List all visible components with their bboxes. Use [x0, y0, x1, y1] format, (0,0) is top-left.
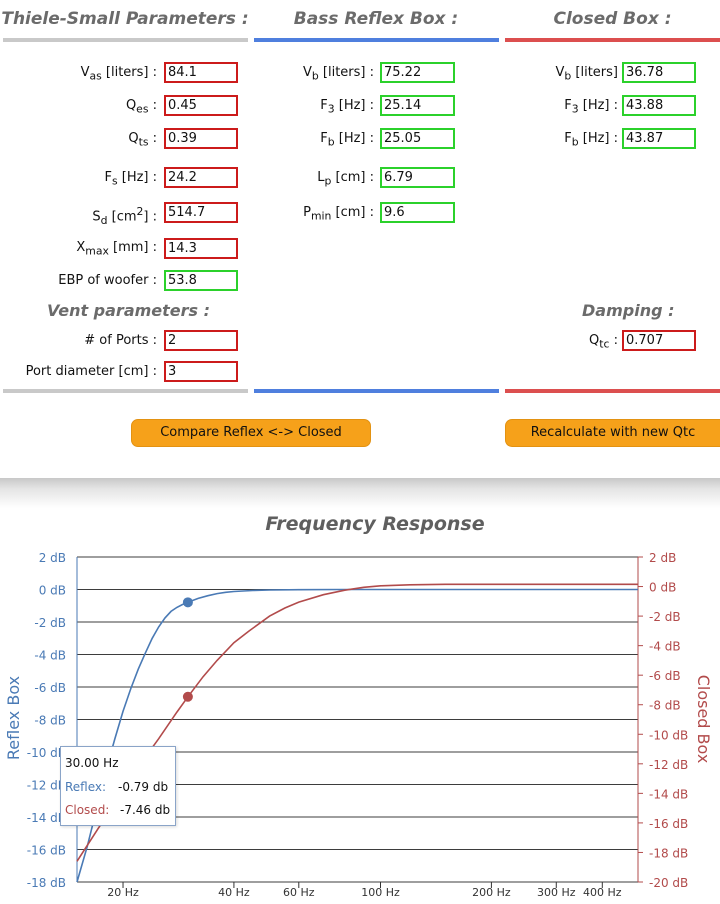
chart-title: Frequency Response: [265, 513, 485, 535]
compare-button[interactable]: Compare Reflex <-> Closed: [131, 419, 371, 447]
fs-input[interactable]: [164, 167, 238, 188]
reflex-series-line: [76, 588, 638, 883]
x-tick-label: 40 Hz: [218, 886, 250, 899]
sd-label: Sd [cm2] :: [92, 205, 157, 227]
chart-tooltip: 30.00 Hz Reflex: -0.79 db Closed: -7.46 …: [60, 746, 176, 826]
reflex-pmin-label: Pmin [cm] :: [303, 205, 374, 223]
closed-fb-output: [622, 128, 696, 149]
closed-f3-label: F3 [Hz] :: [564, 98, 618, 116]
closed-marker: [182, 691, 193, 702]
reflex-bottom-divider: [254, 389, 499, 393]
xmax-label: Xmax [mm] :: [76, 240, 157, 258]
panel-shadow: [0, 478, 720, 508]
x-tick-label: 200 Hz: [472, 886, 511, 899]
right-tick-label: -20 dB: [649, 876, 688, 890]
ebp-label: EBP of woofer :: [58, 273, 157, 288]
recalculate-button[interactable]: Recalculate with new Qtc: [505, 419, 720, 447]
left-tick-label: -2 dB: [34, 616, 66, 630]
x-tick-label: 20 Hz: [107, 886, 139, 899]
right-tick-label: -2 dB: [649, 610, 681, 624]
right-tick-label: -8 dB: [649, 699, 681, 713]
closed-section-title: Closed Box :: [553, 9, 672, 29]
x-tick-label: 100 Hz: [361, 886, 400, 899]
left-axis-label: Reflex Box: [4, 676, 23, 760]
ts-section-title: Thiele-Small Parameters :: [1, 9, 249, 29]
xmax-input[interactable]: [164, 238, 238, 259]
tooltip-closed-value: -7.46 db: [120, 803, 171, 817]
left-tick-label: 0 dB: [39, 584, 66, 598]
qtc-label: Qtc :: [589, 333, 618, 351]
right-tick-label: -4 dB: [649, 640, 681, 654]
qtc-input[interactable]: [622, 330, 696, 351]
reflex-lp-label: Lp [cm] :: [317, 170, 374, 188]
reflex-marker: [182, 597, 193, 608]
ts-bottom-divider: [3, 389, 248, 393]
reflex-fb-output: [380, 128, 455, 149]
qts-label: Qts :: [128, 131, 157, 149]
closed-f3-output: [622, 95, 696, 116]
left-tick-label: -4 dB: [34, 649, 66, 663]
tooltip-reflex-label: Reflex:: [65, 780, 107, 794]
left-tick-label: -16 dB: [27, 844, 66, 858]
port-diameter-label: Port diameter [cm] :: [25, 364, 157, 379]
right-tick-label: -18 dB: [649, 846, 688, 860]
x-tick-label: 300 Hz: [537, 886, 576, 899]
ports-label: # of Ports :: [84, 333, 157, 348]
right-tick-label: 0 dB: [649, 581, 676, 595]
fs-label: Fs [Hz] :: [104, 170, 157, 188]
right-tick-label: -6 dB: [649, 669, 681, 683]
tooltip-frequency: 30.00 Hz: [65, 756, 119, 770]
left-tick-label: -6 dB: [34, 681, 66, 695]
closed-bottom-divider: [505, 389, 720, 393]
vas-input[interactable]: [164, 62, 238, 83]
x-tick-label: 60 Hz: [283, 886, 315, 899]
reflex-vb-output: [380, 62, 455, 83]
reflex-section-title: Bass Reflex Box :: [293, 9, 459, 29]
closed-vb-output: [622, 62, 696, 83]
right-tick-label: -16 dB: [649, 817, 688, 831]
x-tick-label: 400 Hz: [583, 886, 622, 899]
left-tick-label: 2 dB: [39, 551, 66, 565]
qts-input[interactable]: [164, 128, 238, 149]
closed-fb-label: Fb [Hz] :: [564, 131, 618, 149]
reflex-f3-label: F3 [Hz] :: [320, 98, 374, 116]
vas-label: Vas [liters] :: [80, 65, 157, 83]
left-tick-label: -18 dB: [27, 876, 66, 890]
right-tick-label: -12 dB: [649, 758, 688, 772]
qes-label: Qes :: [125, 98, 157, 116]
left-tick-label: -8 dB: [34, 714, 66, 728]
port-diameter-input[interactable]: [164, 361, 238, 382]
reflex-divider: [254, 38, 499, 42]
ports-input[interactable]: [164, 330, 238, 351]
qes-input[interactable]: [164, 95, 238, 116]
reflex-fb-label: Fb [Hz] :: [320, 131, 374, 149]
closed-vb-label: Vb [liters]: [555, 65, 619, 83]
reflex-pmin-output: [380, 202, 455, 223]
reflex-f3-output: [380, 95, 455, 116]
damping-section-title: Damping :: [582, 301, 675, 320]
sd-input[interactable]: [164, 202, 238, 223]
closed-divider: [505, 38, 720, 42]
ts-divider: [3, 38, 248, 42]
right-tick-label: -10 dB: [649, 728, 688, 742]
tooltip-closed-label: Closed:: [65, 803, 110, 817]
reflex-lp-output: [380, 167, 455, 188]
ebp-output: [164, 270, 238, 291]
vent-section-title: Vent parameters :: [47, 301, 211, 320]
right-tick-label: 2 dB: [649, 551, 676, 565]
tooltip-reflex-value: -0.79 db: [118, 780, 169, 794]
right-tick-label: -14 dB: [649, 787, 688, 801]
reflex-vb-label: Vb [liters] :: [302, 65, 374, 83]
parameter-panel: Thiele-Small Parameters : Bass Reflex Bo…: [1, 9, 720, 447]
right-axis-label: Closed Box: [694, 675, 713, 764]
